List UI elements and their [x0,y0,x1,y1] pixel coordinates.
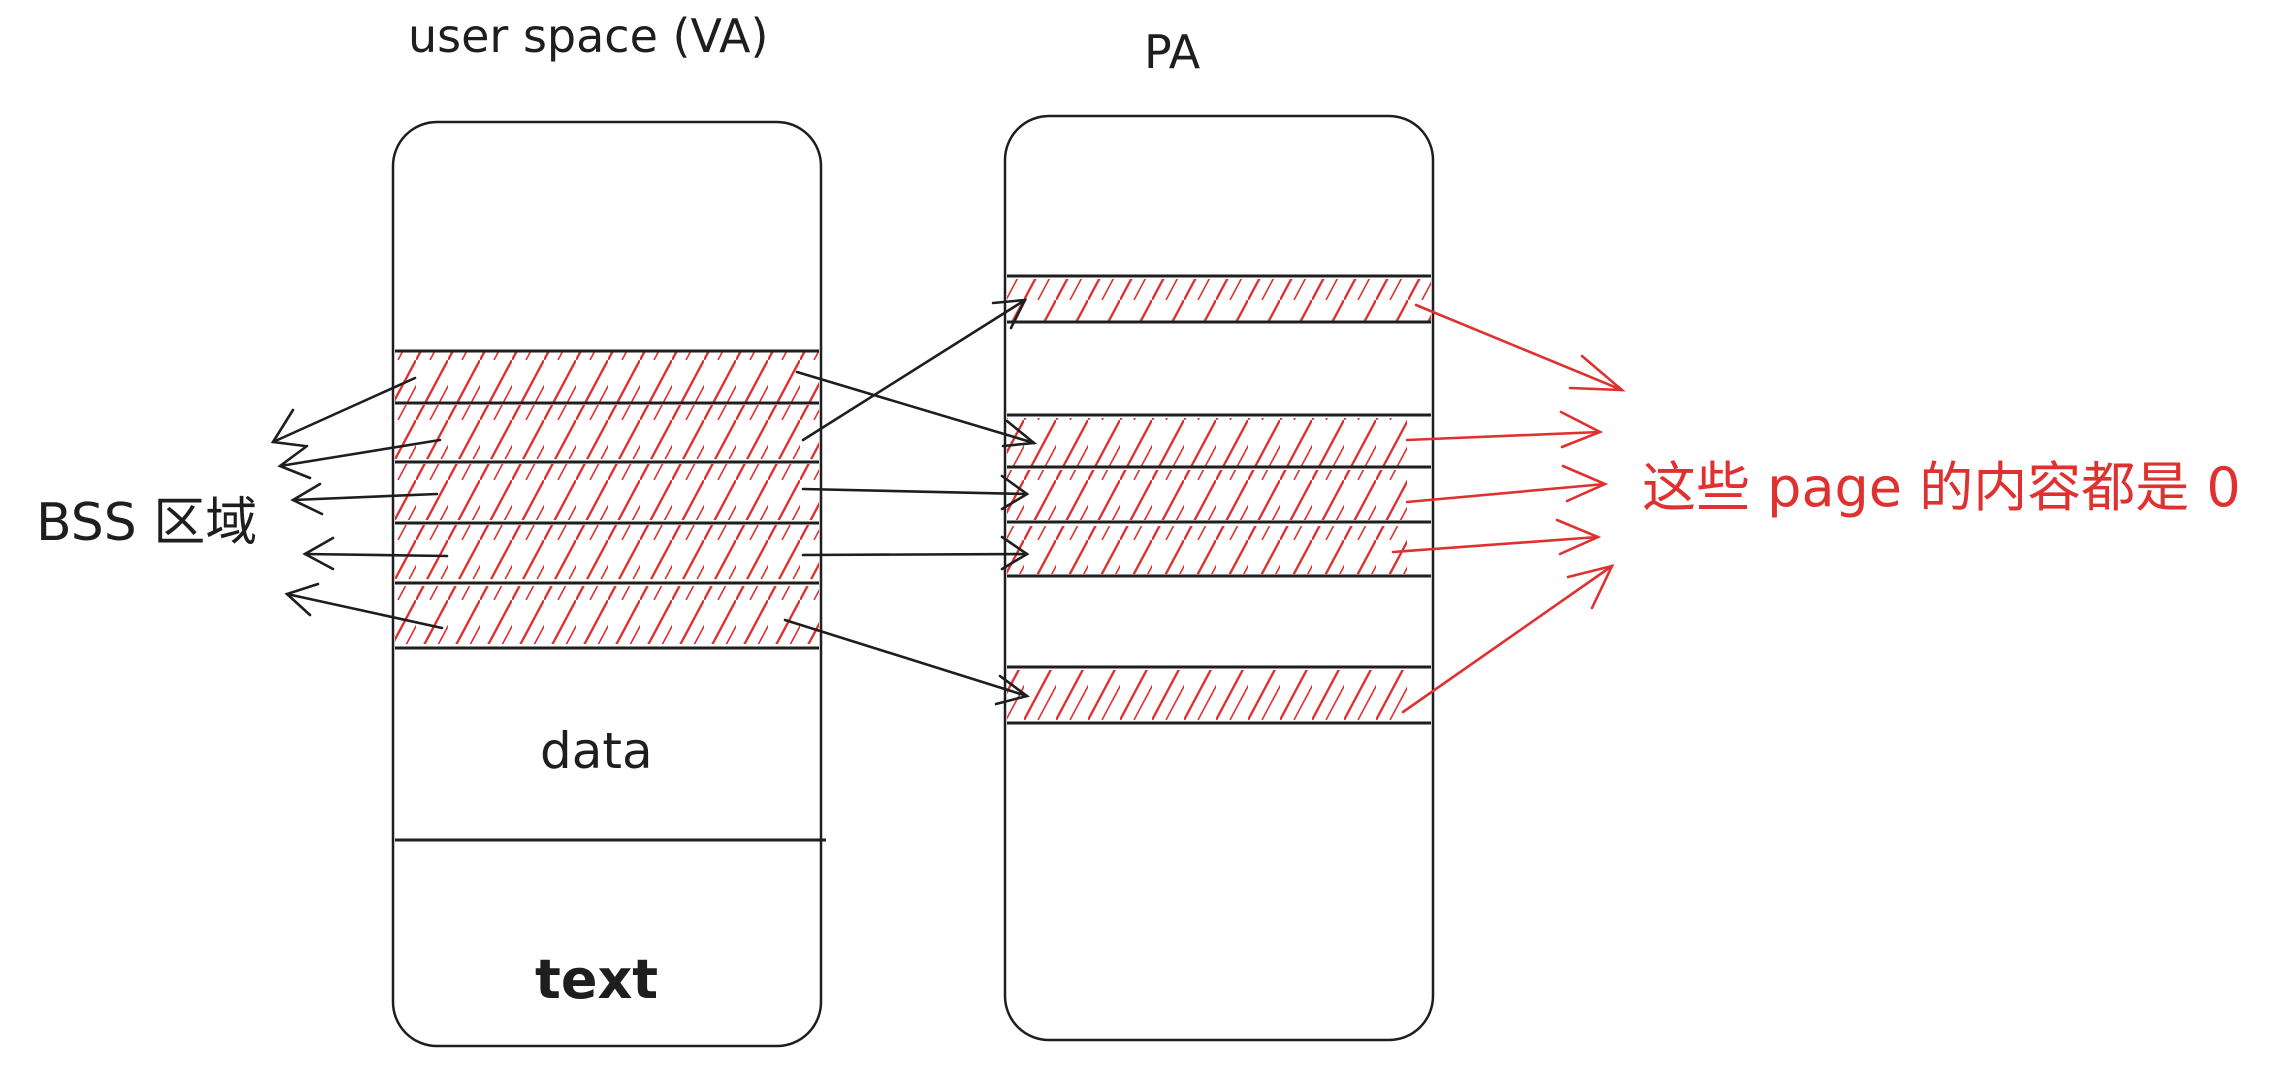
virtual-bss-pages [395,352,819,644]
bss-pointer-arrow-3 [291,492,439,502]
physical-page-2 [1007,418,1407,466]
mapping-arrow-5 [783,618,1029,698]
zero-page-arrow-2 [1405,430,1602,442]
zero-page-arrow-5 [1401,564,1614,714]
zero-page-arrow-5-head [1566,564,1615,610]
physical-dividers [1007,274,1431,725]
virtual-bss-page-1 [395,352,819,402]
zero-page-arrow-3 [1405,482,1607,504]
data-segment-label: data [540,722,653,780]
bss-pointer-arrow-3-head [290,482,324,516]
mapping-arrow-3 [801,487,1029,496]
virtual-space-title: user space (VA) [408,9,768,63]
physical-pages [1007,279,1431,720]
physical-page-3 [1007,470,1407,520]
bss-pointer-arrow-4 [303,552,449,558]
zero-page-arrow-3-head [1561,464,1609,503]
bss-pointer-arrow-4-head [302,536,335,571]
virtual-dividers [395,349,826,842]
zero-page-arrow-1 [1414,303,1624,392]
zero-page-arrows [1391,303,1626,714]
zero-page-arrow-4 [1391,535,1600,554]
physical-space-title: PA [1144,25,1201,79]
mapping-arrow-2 [801,298,1027,442]
virtual-bss-page-4 [395,525,819,579]
mapping-arrow-2-head [991,298,1028,330]
virtual-bss-page-2 [395,405,819,459]
mapping-arrow-4-head [1000,535,1030,571]
zero-page-arrow-1-head [1568,354,1626,392]
mapping-arrow-5-head [994,674,1030,706]
mapping-arrow-1 [795,370,1036,445]
bss-pointer-arrow-2-head [277,444,312,480]
mapping-arrows [783,298,1038,706]
text-segment-label: text [535,948,658,1011]
physical-address-space-box [1003,114,1435,1042]
zero-page-annotation: 这些 page 的内容都是 0 [1642,456,2241,519]
bss-region-label: BSS 区域 [36,493,257,553]
zero-page-arrow-2-head [1559,410,1604,449]
bss-pointer-arrow-5-head [284,582,320,617]
physical-page-5 [1007,670,1407,720]
mapping-arrow-4 [801,552,1029,557]
mapping-arrow-1-head [1001,419,1038,448]
bss-pointer-arrow-1 [271,376,417,444]
virtual-bss-page-5 [395,586,819,644]
bss-pointer-arrow-1-head [270,408,307,448]
mapping-arrow-3-head [1000,474,1030,511]
physical-page-1 [1007,279,1431,321]
virtual-address-space-box [391,120,823,1048]
zero-page-arrow-4-head [1555,518,1602,556]
bss-pointer-arrows [270,376,449,630]
physical-page-4 [1007,526,1407,574]
bss-pointer-arrow-2 [278,438,442,468]
bss-pointer-arrow-5 [285,592,444,630]
virtual-bss-page-3 [395,464,819,520]
